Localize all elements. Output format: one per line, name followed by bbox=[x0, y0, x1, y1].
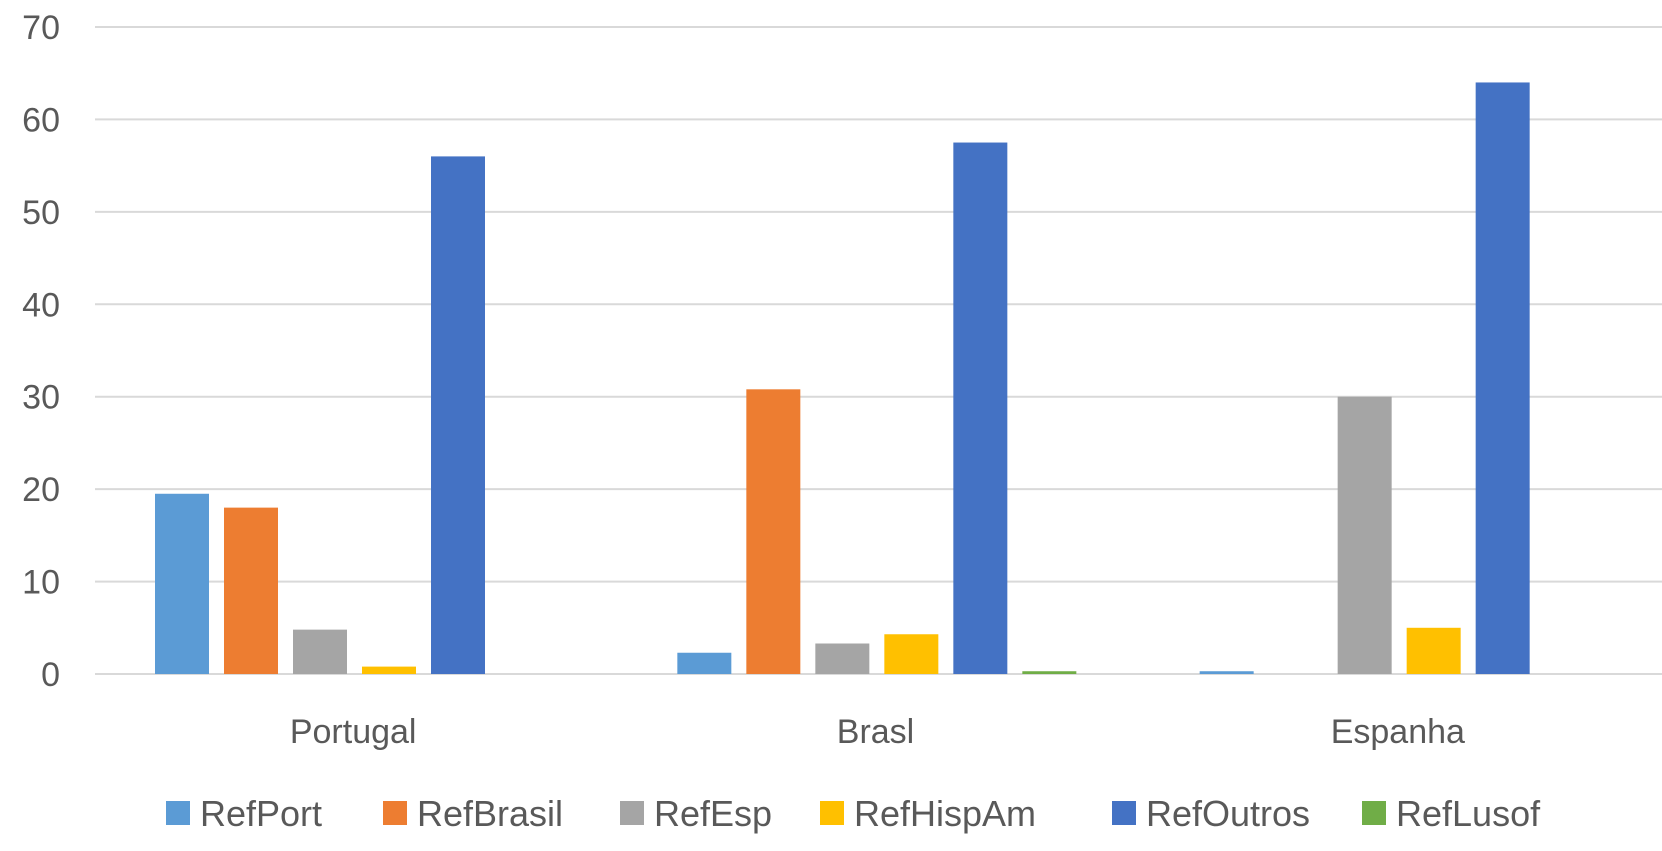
bar-refoutros-portugal bbox=[431, 156, 485, 674]
y-tick-label: 20 bbox=[22, 471, 60, 509]
bar-refhispam-brasl bbox=[884, 634, 939, 674]
y-tick-label: 40 bbox=[22, 286, 60, 324]
legend-label: RefEsp bbox=[654, 793, 772, 834]
y-tick-label: 30 bbox=[22, 379, 60, 417]
legend-item-refport: RefPort bbox=[166, 793, 322, 834]
y-tick-label: 70 bbox=[22, 9, 60, 47]
gridlines bbox=[95, 26, 1662, 675]
legend-label: RefPort bbox=[200, 793, 322, 834]
bar-refport-portugal bbox=[155, 493, 209, 674]
bar-refesp-brasl bbox=[815, 643, 870, 674]
legend-swatch bbox=[1362, 801, 1386, 825]
x-tick-label: Espanha bbox=[1331, 713, 1465, 751]
bar-refport-brasl bbox=[677, 652, 732, 674]
legend-swatch bbox=[620, 801, 644, 825]
legend-item-refoutros: RefOutros bbox=[1112, 793, 1310, 834]
legend-label: RefOutros bbox=[1146, 793, 1310, 834]
legend-item-refbrasil: RefBrasil bbox=[383, 793, 563, 834]
x-tick-label: Brasl bbox=[837, 713, 914, 751]
y-axis-ticks: 0 10 20 30 40 50 60 70 bbox=[22, 9, 60, 694]
legend-label: RefLusof bbox=[1396, 793, 1541, 834]
bar-refhispam-espanha bbox=[1406, 627, 1461, 674]
legend: RefPort RefBrasil RefEsp RefHispAm RefOutros… bbox=[166, 793, 1541, 834]
y-tick-label: 50 bbox=[22, 194, 60, 232]
bar-refport-espanha bbox=[1199, 671, 1254, 674]
x-axis-ticks: Portugal Brasl Espanha bbox=[290, 713, 1465, 751]
legend-swatch bbox=[166, 801, 190, 825]
bar-refesp-portugal bbox=[293, 629, 347, 674]
bar-refesp-espanha bbox=[1337, 396, 1392, 674]
y-tick-label: 0 bbox=[41, 656, 60, 694]
legend-item-refesp: RefEsp bbox=[620, 793, 772, 834]
legend-swatch bbox=[383, 801, 407, 825]
legend-swatch bbox=[1112, 801, 1136, 825]
bar-refbrasil-portugal bbox=[224, 507, 278, 674]
legend-label: RefHispAm bbox=[854, 793, 1036, 834]
legend-item-refhispam: RefHispAm bbox=[820, 793, 1036, 834]
legend-item-reflusof: RefLusof bbox=[1362, 793, 1541, 834]
bar-refhispam-portugal bbox=[362, 666, 416, 674]
legend-label: RefBrasil bbox=[417, 793, 563, 834]
x-tick-label: Portugal bbox=[290, 713, 417, 751]
bars bbox=[155, 82, 1530, 675]
legend-swatch bbox=[820, 801, 844, 825]
y-tick-label: 60 bbox=[22, 101, 60, 139]
bar-reflusof-brasl bbox=[1022, 671, 1077, 674]
bar-refoutros-espanha bbox=[1475, 82, 1530, 674]
y-tick-label: 10 bbox=[22, 564, 60, 602]
bar-refoutros-brasl bbox=[953, 142, 1008, 675]
bar-refbrasil-brasl bbox=[746, 389, 801, 674]
